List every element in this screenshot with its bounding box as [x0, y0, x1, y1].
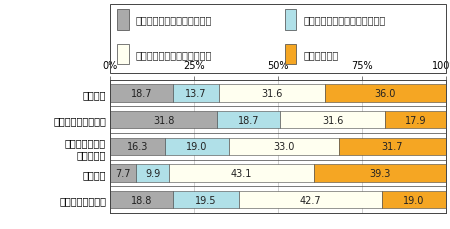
Text: 知らない・聴いたことがない: 知らない・聴いたことがない	[135, 15, 212, 25]
Bar	[217, 111, 279, 129]
Bar	[110, 164, 136, 182]
Text: 18.8: 18.8	[131, 195, 153, 205]
Text: 18.7: 18.7	[238, 115, 259, 125]
Bar	[314, 164, 446, 182]
Text: 9.9: 9.9	[145, 168, 160, 178]
FancyBboxPatch shape	[117, 44, 129, 65]
Text: 19.5: 19.5	[195, 195, 217, 205]
Text: 7.7: 7.7	[115, 168, 131, 178]
Text: 19.0: 19.0	[186, 142, 207, 152]
Text: 聴いたことがあるがわからない: 聴いたことがあるがわからない	[303, 15, 385, 25]
Text: 36.0: 36.0	[374, 88, 396, 98]
Text: 実行している: 実行している	[303, 50, 338, 60]
FancyBboxPatch shape	[284, 10, 296, 31]
Bar	[110, 111, 217, 129]
Bar	[110, 85, 173, 102]
Text: 39.3: 39.3	[369, 168, 390, 178]
Bar	[219, 85, 325, 102]
Text: 知っているが実行していない: 知っているが実行していない	[135, 50, 212, 60]
FancyBboxPatch shape	[117, 10, 129, 31]
Text: 31.8: 31.8	[153, 115, 174, 125]
Text: 13.7: 13.7	[185, 88, 207, 98]
Bar	[173, 191, 238, 208]
Bar	[110, 138, 165, 155]
Bar	[382, 191, 446, 208]
Text: 16.3: 16.3	[127, 142, 148, 152]
Text: 31.6: 31.6	[322, 115, 343, 125]
Text: 18.7: 18.7	[131, 88, 153, 98]
Bar	[279, 111, 386, 129]
Bar	[173, 85, 219, 102]
Bar	[169, 164, 314, 182]
Text: 19.0: 19.0	[403, 195, 424, 205]
Bar	[110, 191, 173, 208]
Bar	[339, 138, 446, 155]
Text: 31.7: 31.7	[382, 142, 403, 152]
Text: 31.6: 31.6	[261, 88, 283, 98]
Bar	[229, 138, 339, 155]
FancyBboxPatch shape	[284, 44, 296, 65]
Bar	[165, 138, 229, 155]
Bar	[325, 85, 446, 102]
Bar	[386, 111, 446, 129]
Text: 42.7: 42.7	[299, 195, 321, 205]
Bar	[238, 191, 382, 208]
Text: 17.9: 17.9	[405, 115, 426, 125]
Bar	[136, 164, 169, 182]
Text: 33.0: 33.0	[273, 142, 295, 152]
Text: 43.1: 43.1	[231, 168, 252, 178]
